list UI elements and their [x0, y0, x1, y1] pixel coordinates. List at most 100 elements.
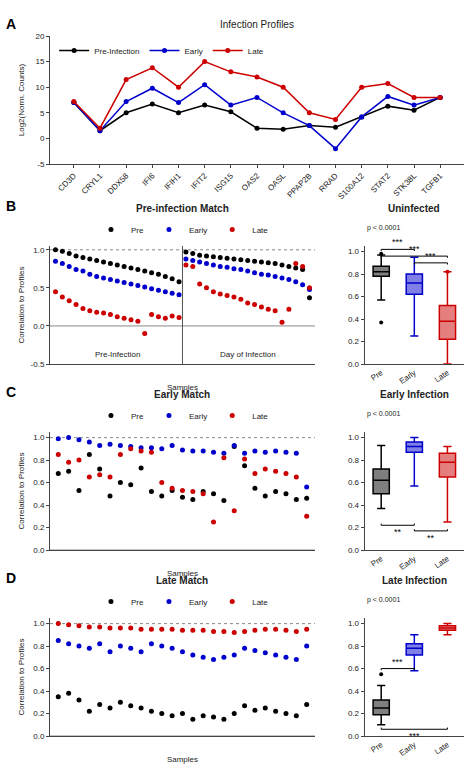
- svg-text:0.0: 0.0: [348, 732, 360, 741]
- svg-text:10: 10: [35, 83, 44, 92]
- svg-text:Pre-Infection: Pre-Infection: [95, 350, 140, 359]
- svg-text:0.6: 0.6: [33, 664, 45, 673]
- svg-text:Early Infection: Early Infection: [380, 389, 449, 400]
- svg-text:Pre: Pre: [369, 740, 385, 755]
- svg-text:S100A12: S100A12: [336, 171, 366, 201]
- svg-text:IFIT2: IFIT2: [189, 171, 209, 191]
- svg-text:0.2: 0.2: [348, 337, 360, 346]
- svg-text:Late: Late: [433, 740, 451, 757]
- svg-text:-0.5: -0.5: [31, 360, 45, 369]
- svg-text:1.0: 1.0: [348, 433, 360, 442]
- svg-text:Late: Late: [252, 226, 268, 235]
- svg-text:0.2: 0.2: [33, 523, 45, 532]
- svg-text:Late: Late: [252, 412, 268, 421]
- svg-text:Log2(Norm. Counts): Log2(Norm. Counts): [17, 63, 26, 136]
- svg-text:***: ***: [409, 244, 420, 254]
- svg-text:0.0: 0.0: [33, 732, 45, 741]
- svg-text:Late: Late: [248, 47, 264, 56]
- svg-text:Pre: Pre: [131, 226, 144, 235]
- svg-text:***: ***: [409, 731, 420, 741]
- svg-text:p < 0.0001: p < 0.0001: [367, 410, 400, 418]
- svg-text:0.2: 0.2: [33, 709, 45, 718]
- svg-text:0.8: 0.8: [348, 456, 360, 465]
- svg-text:0.0: 0.0: [33, 322, 45, 331]
- svg-text:Late: Late: [433, 368, 451, 385]
- svg-text:0.8: 0.8: [348, 642, 360, 651]
- svg-text:0.8: 0.8: [33, 456, 45, 465]
- svg-text:***: ***: [425, 251, 436, 261]
- svg-text:Infection Profiles: Infection Profiles: [220, 19, 294, 30]
- svg-text:C: C: [6, 384, 16, 400]
- svg-text:0.5: 0.5: [33, 284, 45, 293]
- svg-text:Pre: Pre: [131, 412, 144, 421]
- svg-text:Pre: Pre: [369, 368, 385, 383]
- svg-text:Pre-Infection: Pre-Infection: [94, 47, 139, 56]
- svg-text:Early: Early: [189, 412, 207, 421]
- svg-text:Pre: Pre: [369, 554, 385, 569]
- svg-text:Early: Early: [398, 740, 418, 758]
- svg-text:0.6: 0.6: [348, 478, 360, 487]
- svg-text:Samples: Samples: [167, 755, 198, 764]
- svg-text:CRYL1: CRYL1: [80, 171, 105, 196]
- svg-text:Early: Early: [398, 368, 418, 386]
- svg-text:Late Match: Late Match: [156, 575, 208, 586]
- svg-text:OAS2: OAS2: [240, 171, 262, 193]
- svg-text:Early: Early: [398, 554, 418, 572]
- svg-text:0.4: 0.4: [348, 687, 360, 696]
- svg-text:Correlation to Profiles: Correlation to Profiles: [17, 267, 26, 344]
- svg-text:0.4: 0.4: [348, 315, 360, 324]
- svg-text:1.0: 1.0: [33, 619, 45, 628]
- svg-text:1.0: 1.0: [33, 246, 45, 255]
- svg-text:0.6: 0.6: [348, 292, 360, 301]
- svg-text:1.0: 1.0: [348, 247, 360, 256]
- svg-text:ISG15: ISG15: [213, 171, 236, 194]
- svg-text:Early: Early: [189, 598, 207, 607]
- svg-text:**: **: [394, 527, 402, 537]
- svg-text:***: ***: [392, 237, 403, 247]
- svg-text:**: **: [427, 533, 435, 543]
- svg-text:15: 15: [35, 57, 44, 66]
- svg-text:Day of Infection: Day of Infection: [220, 350, 276, 359]
- svg-text:OASL: OASL: [266, 171, 288, 193]
- svg-text:DDX58: DDX58: [106, 171, 131, 196]
- svg-text:20: 20: [35, 32, 44, 41]
- svg-text:RRAD: RRAD: [317, 171, 340, 194]
- svg-text:Samples: Samples: [167, 569, 198, 578]
- svg-text:STK38L: STK38L: [391, 171, 418, 198]
- svg-text:STAT2: STAT2: [369, 171, 393, 195]
- svg-text:A: A: [6, 16, 16, 32]
- svg-text:***: ***: [392, 657, 403, 667]
- svg-text:Late: Late: [252, 598, 268, 607]
- svg-text:Late: Late: [433, 554, 451, 571]
- svg-text:IFIH1: IFIH1: [163, 171, 184, 192]
- svg-text:Early: Early: [184, 47, 202, 56]
- svg-text:B: B: [6, 198, 16, 214]
- svg-text:0.4: 0.4: [348, 501, 360, 510]
- svg-text:Pre-infection Match: Pre-infection Match: [136, 203, 229, 214]
- svg-text:0.8: 0.8: [348, 270, 360, 279]
- svg-text:5: 5: [40, 109, 45, 118]
- svg-text:0.6: 0.6: [348, 664, 360, 673]
- svg-text:TGFB1: TGFB1: [420, 171, 445, 196]
- svg-text:-5: -5: [37, 160, 45, 169]
- svg-text:Early Match: Early Match: [154, 389, 210, 400]
- svg-text:0.2: 0.2: [348, 523, 360, 532]
- svg-text:Samples: Samples: [167, 383, 198, 392]
- svg-text:CD3D: CD3D: [56, 171, 78, 193]
- svg-text:Late Infection: Late Infection: [382, 575, 447, 586]
- svg-text:Uninfected: Uninfected: [388, 203, 440, 214]
- svg-text:0.6: 0.6: [33, 478, 45, 487]
- svg-text:D: D: [6, 570, 16, 586]
- svg-text:Correlation to Profiles: Correlation to Profiles: [17, 453, 26, 530]
- svg-text:p < 0.0001: p < 0.0001: [367, 224, 400, 232]
- svg-text:0.0: 0.0: [33, 546, 45, 555]
- svg-text:0.4: 0.4: [33, 501, 45, 510]
- svg-text:1.0: 1.0: [33, 433, 45, 442]
- svg-text:Early: Early: [189, 226, 207, 235]
- svg-text:0.8: 0.8: [33, 642, 45, 651]
- svg-text:0.0: 0.0: [348, 360, 360, 369]
- svg-text:IFI6: IFI6: [140, 171, 156, 187]
- svg-text:1.0: 1.0: [348, 619, 360, 628]
- svg-text:PPAP2B: PPAP2B: [286, 171, 314, 199]
- svg-text:0.0: 0.0: [348, 546, 360, 555]
